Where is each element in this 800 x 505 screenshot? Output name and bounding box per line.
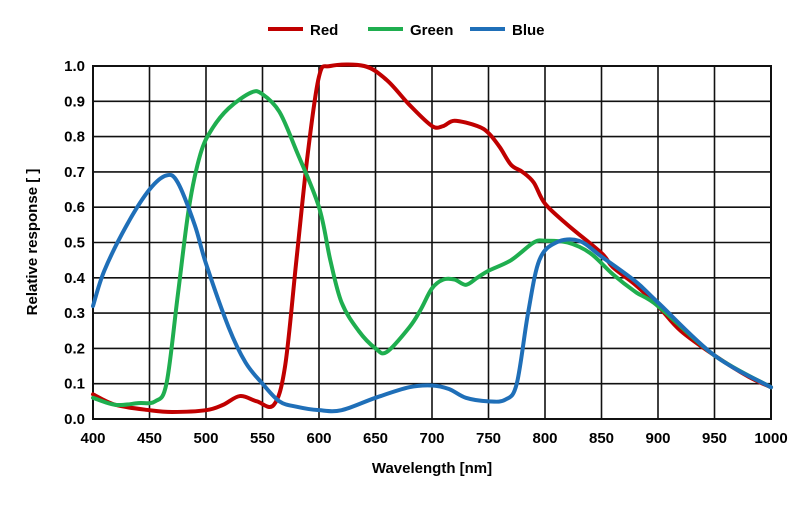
legend-label-green: Green (410, 22, 453, 39)
x-tick-label: 650 (363, 430, 388, 447)
y-axis-ticks: 0.0 0.1 0.2 0.3 0.4 0.5 0.6 0.7 0.8 0.9 1.0 (64, 58, 86, 428)
y-axis-label: Relative response [ ] (24, 169, 41, 316)
series-line-blue (91, 172, 773, 414)
series-line-red (91, 62, 773, 414)
y-tick-label: 0.8 (64, 129, 85, 146)
y-tick-label: 0.3 (64, 305, 85, 322)
y-tick-label: 1.0 (64, 58, 85, 75)
y-tick-label: 0.5 (64, 235, 85, 252)
x-tick-label: 400 (80, 430, 105, 447)
legend-label-blue: Blue (512, 22, 545, 39)
y-tick-label: 0.7 (64, 164, 85, 181)
y-tick-label: 0.9 (64, 93, 85, 110)
grid (92, 65, 772, 420)
x-tick-label: 1000 (754, 430, 787, 447)
series-lines (91, 62, 773, 414)
y-tick-label: 0.0 (64, 411, 85, 428)
x-tick-label: 450 (137, 430, 162, 447)
x-tick-label: 800 (532, 430, 557, 447)
x-tick-label: 850 (589, 430, 614, 447)
y-tick-label: 0.1 (64, 376, 85, 393)
x-tick-label: 700 (419, 430, 444, 447)
y-tick-label: 0.4 (64, 270, 86, 287)
x-tick-label: 900 (645, 430, 670, 447)
legend-label-red: Red (310, 22, 338, 39)
x-axis-ticks: 400 450 500 550 600 650 700 750 800 850 900 950 1000 (80, 430, 787, 447)
legend: Red Green Blue (268, 22, 545, 39)
x-tick-label: 500 (193, 430, 218, 447)
x-tick-label: 750 (476, 430, 501, 447)
y-tick-label: 0.6 (64, 199, 85, 216)
x-tick-label: 600 (306, 430, 331, 447)
plot-frame (92, 65, 772, 420)
y-tick-label: 0.2 (64, 340, 85, 357)
x-axis-label: Wavelength [nm] (372, 460, 492, 477)
x-tick-label: 550 (250, 430, 275, 447)
x-tick-label: 950 (702, 430, 727, 447)
